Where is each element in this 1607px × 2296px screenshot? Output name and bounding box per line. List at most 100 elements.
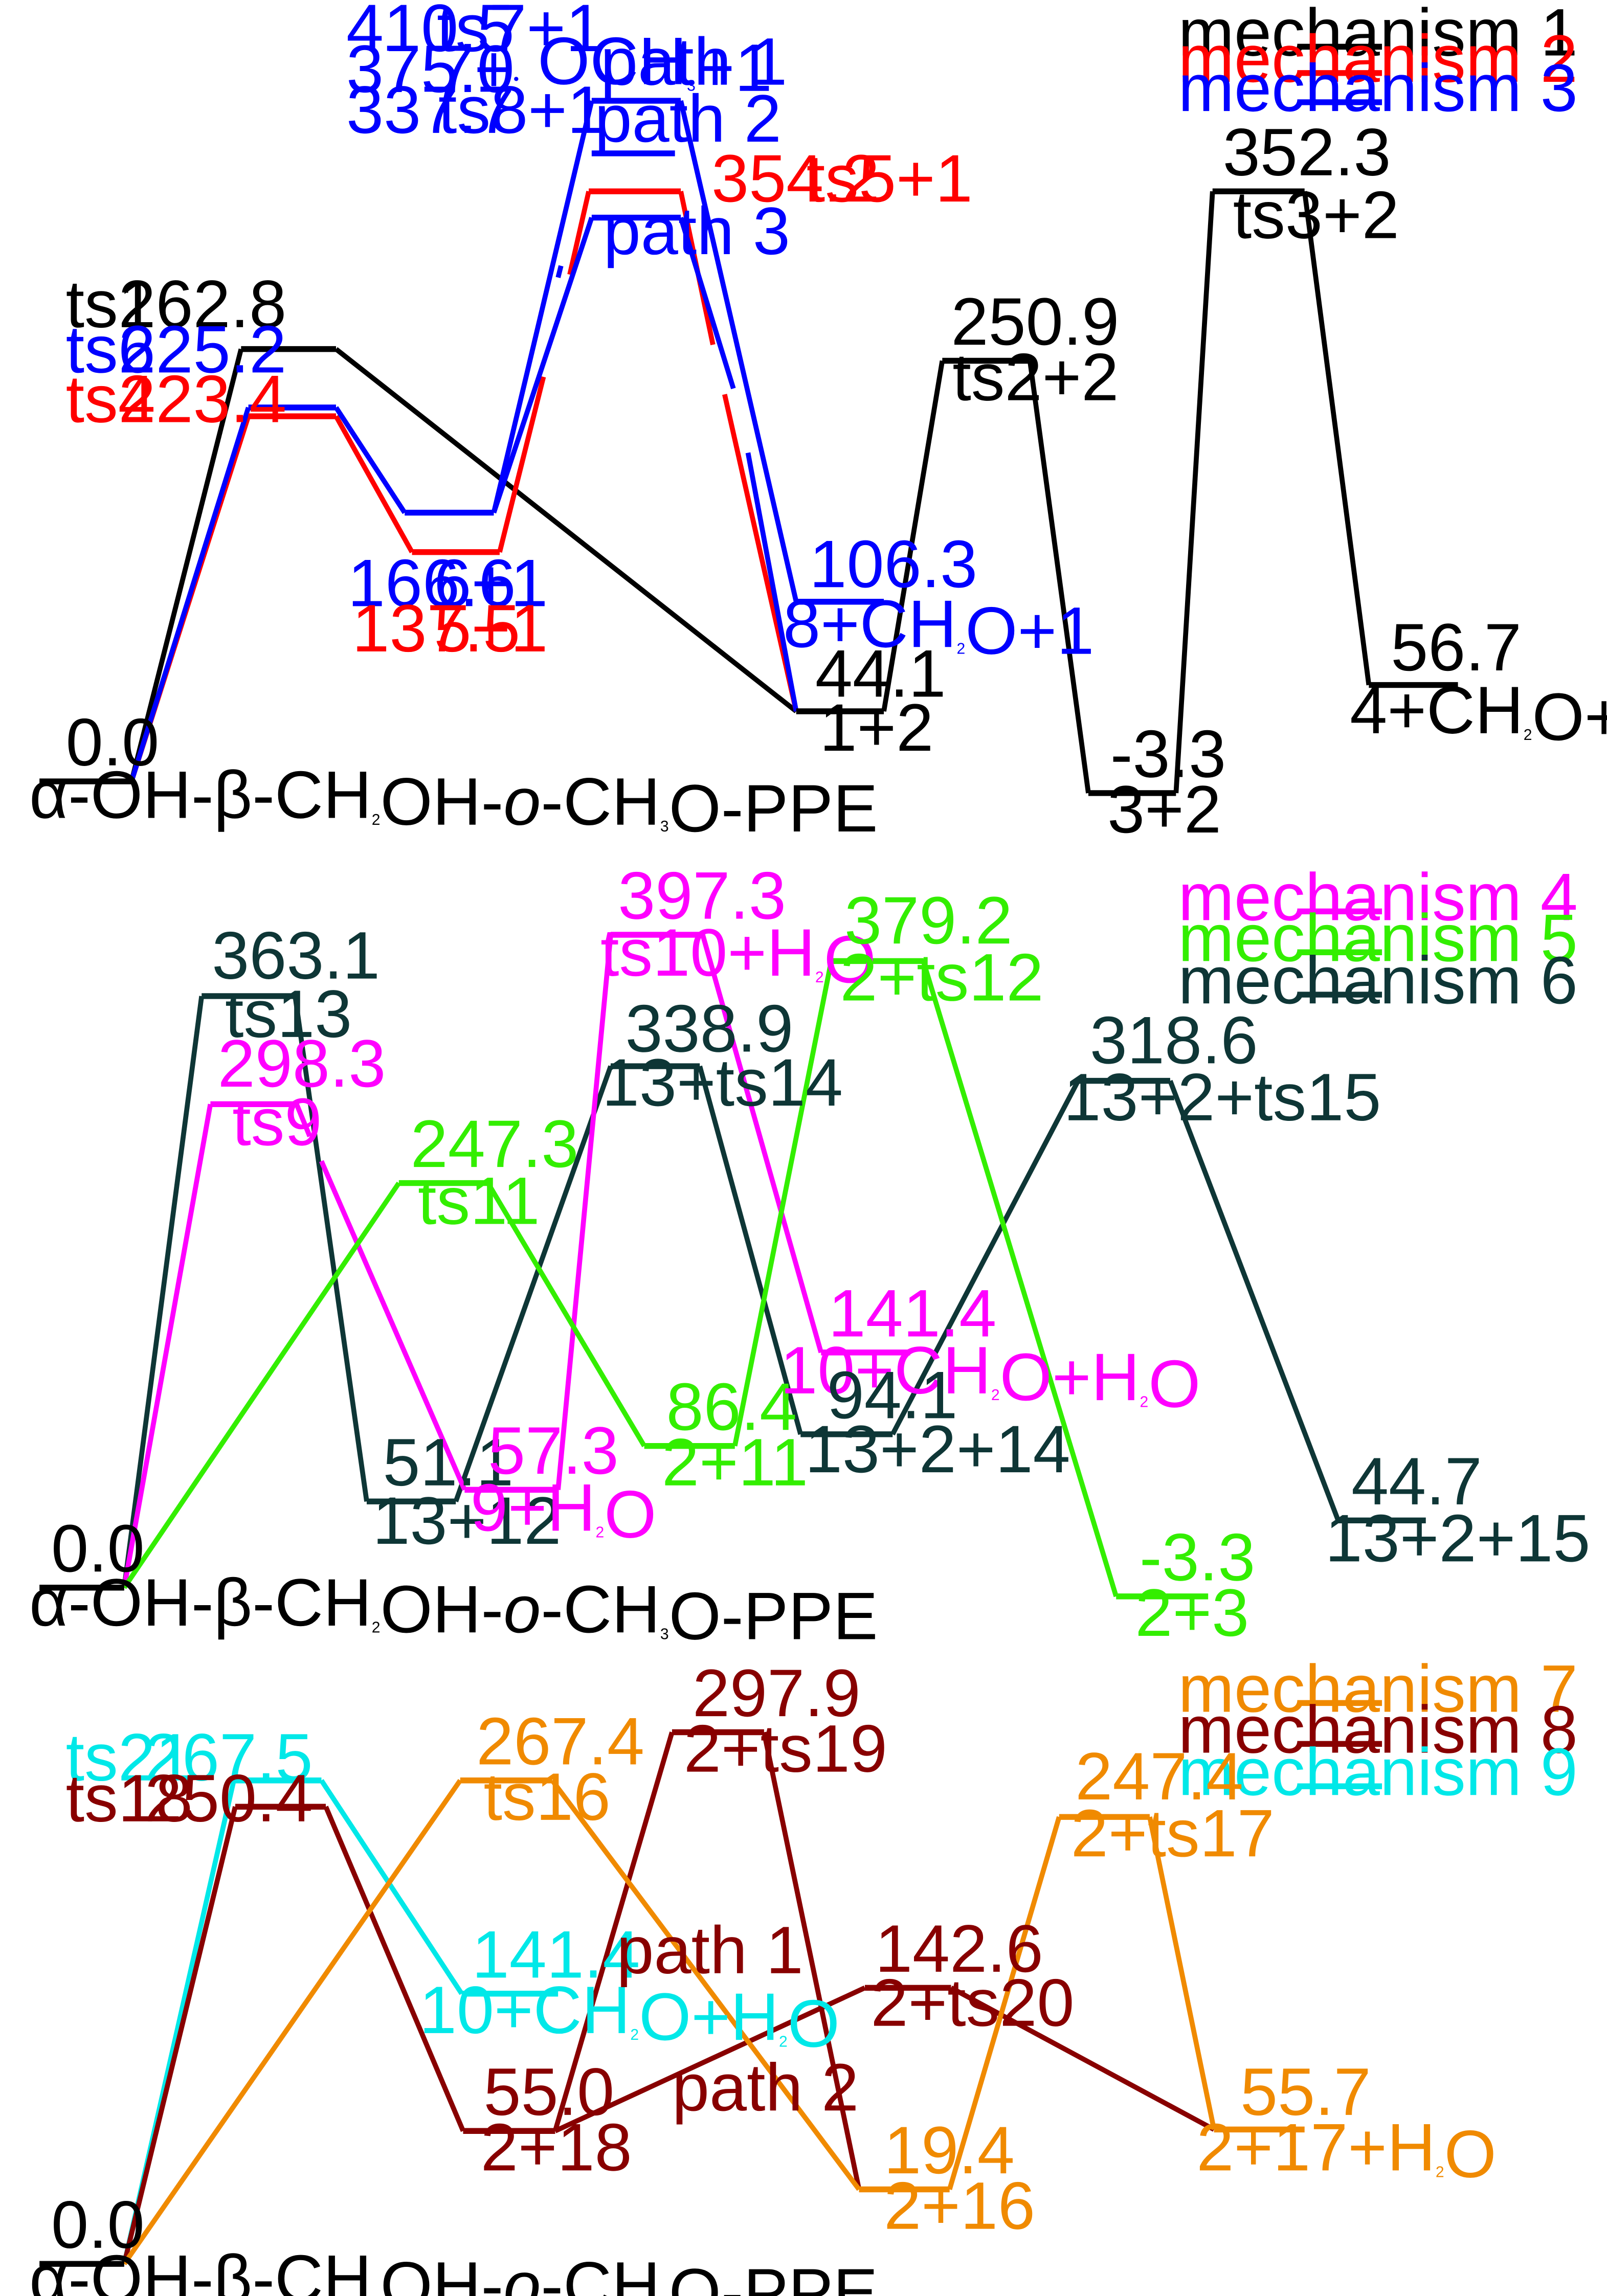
label-t-ts6: ts6 [66, 311, 155, 387]
label-t-4-n: 4+CH2O+2 [1350, 672, 1607, 754]
label-t-32-v: -3.3 [1110, 716, 1226, 792]
label-t-5-v: 137.5 [352, 591, 520, 666]
label-t-7o-n: 7+• OCH3+1 [437, 23, 772, 106]
label-m-ts12-n: 2+ts12 [840, 940, 1043, 1015]
label-m-ts11-n: ts11 [418, 1163, 540, 1239]
connector-bottom-11 [1147, 1816, 1217, 2130]
connector-top-15 [491, 217, 594, 514]
legend-label-mechanism-5: mechanism 5 [1178, 900, 1578, 975]
connector-bottom-2 [122, 1806, 238, 2265]
connector-middle-13 [732, 960, 834, 1447]
connector-top-8 [497, 376, 546, 553]
connector-top-13 [333, 406, 407, 514]
connector-top-14 [491, 100, 594, 513]
label-t-path2: path 2 [595, 81, 782, 156]
connector-top-16 [678, 100, 799, 602]
label-t-ts1: ts1 [66, 266, 155, 342]
label-b-ts21-v: 267.5 [145, 1720, 313, 1795]
legend-label-mechanism-6: mechanism 6 [1178, 942, 1578, 1018]
label-t-5-n: 5+1 [434, 591, 548, 666]
label-t-4-v: 56.7 [1391, 610, 1522, 685]
connector-bottom-1 [319, 1779, 464, 1995]
label-b-ts18: ts18 [66, 1761, 193, 1836]
label-m-ts14-n: 13+ts14 [602, 1045, 843, 1120]
label-b-ts16-v: 267.4 [476, 1703, 644, 1779]
legend-label-mechanism-4: mechanism 4 [1178, 859, 1578, 934]
label-b-ts19-v: 297.9 [693, 1655, 861, 1730]
connector-middle-0 [122, 996, 205, 1588]
label-m-ts11-v: 247.3 [411, 1106, 579, 1181]
connector-top-4 [1173, 191, 1215, 794]
connector-middle-6 [122, 1104, 213, 1588]
label-m-ts12-v: 379.2 [844, 883, 1013, 958]
label-t-12-n: 1+2 [819, 690, 933, 765]
label-t-ts4-v: 223.4 [118, 361, 286, 436]
label-b-ts20-v: 142.6 [875, 1911, 1043, 1986]
connector-middle-14 [921, 960, 1119, 1597]
label-t-ts5-v: 354.2 [711, 141, 880, 216]
label-m-ts9-v: 298.3 [218, 1026, 386, 1101]
connector-bottom-3 [323, 1806, 465, 2132]
label-m-start-val: 0.0 [51, 1511, 145, 1586]
label-m-ts9-n: ts9 [232, 1084, 322, 1159]
label-t-8-n: 8+CH2O+1 [783, 586, 1094, 668]
legend-label-mechanism-2: mechanism 2 [1178, 21, 1578, 96]
label-t-ts7-n: ts7+1 [437, 0, 603, 65]
connector-top-5 [1302, 191, 1372, 686]
label-b-17-n: 2+17+H2O [1196, 2109, 1496, 2191]
connector-middle-3 [697, 1065, 803, 1435]
legend-label-mechanism-7: mechanism 7 [1178, 1651, 1578, 1726]
label-t-8-v: 106.3 [809, 526, 977, 601]
label-b-16-v: 19.4 [884, 2112, 1015, 2188]
connector-middle-7 [294, 1103, 313, 1137]
connector-middle-2 [453, 1065, 613, 1502]
label-t-ts6-v: 225.2 [118, 311, 286, 387]
label-b-18-n: 2+18 [481, 2109, 632, 2185]
label-m-ts10-v: 397.3 [618, 858, 786, 933]
connector-middle-8 [319, 1160, 467, 1491]
connector-top-18 [745, 452, 799, 712]
legend-label-mechanism-1: mechanism 1 [1178, 0, 1578, 70]
label-t-ts7-v: 410.5 [346, 0, 515, 65]
label-b-18-v: 55.0 [483, 2054, 614, 2129]
label-b-ts18-v: 250.4 [145, 1761, 313, 1836]
connector-middle-12 [485, 1182, 646, 1448]
label-b-start-name: α-OH-β-CH2OH-o-CH3O-PPE [29, 2241, 878, 2296]
label-m-ts15-v: 318.6 [1090, 1002, 1258, 1077]
label-t-path3: path 3 [604, 193, 790, 268]
label-t-ts8-n: ts8+1 [438, 72, 605, 147]
label-t-path1: path 1 [600, 24, 787, 99]
label-t-start-name: α-OH-β-CH2OH-o-CH3O-PPE [29, 757, 878, 846]
label-m-ts10-n: ts10+H2O [600, 915, 876, 997]
label-t-ts2-n: ts2+2 [952, 340, 1119, 415]
legend-label-mechanism-8: mechanism 8 [1178, 1692, 1578, 1767]
label-t-ts4: ts4 [66, 361, 155, 436]
connector-bottom-5 [762, 1731, 862, 2190]
label-m-9-n: 9+H2O [471, 1470, 657, 1551]
label-t-12-v: 44.1 [815, 636, 946, 711]
label-b-ts19-n: 2+ts19 [684, 1711, 887, 1786]
label-m-14-v: 94.1 [827, 1357, 958, 1432]
label-t-6-n: 6+1 [434, 545, 548, 620]
legend-label-mechanism-3: mechanism 3 [1178, 50, 1578, 125]
label-m-ts13-n: ts13 [225, 976, 352, 1051]
label-m-ts15-n: 13+2+ts15 [1063, 1060, 1381, 1135]
label-t-ts5-n: ts5+1 [807, 141, 973, 216]
label-b-10-v: 141.4 [472, 1917, 640, 1992]
label-t-start-val: 0.0 [66, 705, 160, 780]
connector-bottom-10 [947, 1816, 1062, 2190]
connector-bottom-8 [122, 1779, 462, 2265]
label-m-1312-n: 13+12 [372, 1483, 561, 1558]
label-t-ts2-v: 250.9 [951, 284, 1119, 359]
label-m-start-name: α-OH-β-CH2OH-o-CH3O-PPE [29, 1565, 878, 1654]
connector-top-9 [567, 191, 591, 276]
label-m-10-v: 141.4 [829, 1275, 997, 1350]
label-b-ts17-n: 2+ts17 [1071, 1795, 1275, 1871]
label-m-ts13-v: 363.1 [212, 918, 380, 993]
label-b-path1: path 1 [616, 1912, 803, 1988]
label-m-15-n: 13+2+15 [1325, 1500, 1591, 1575]
